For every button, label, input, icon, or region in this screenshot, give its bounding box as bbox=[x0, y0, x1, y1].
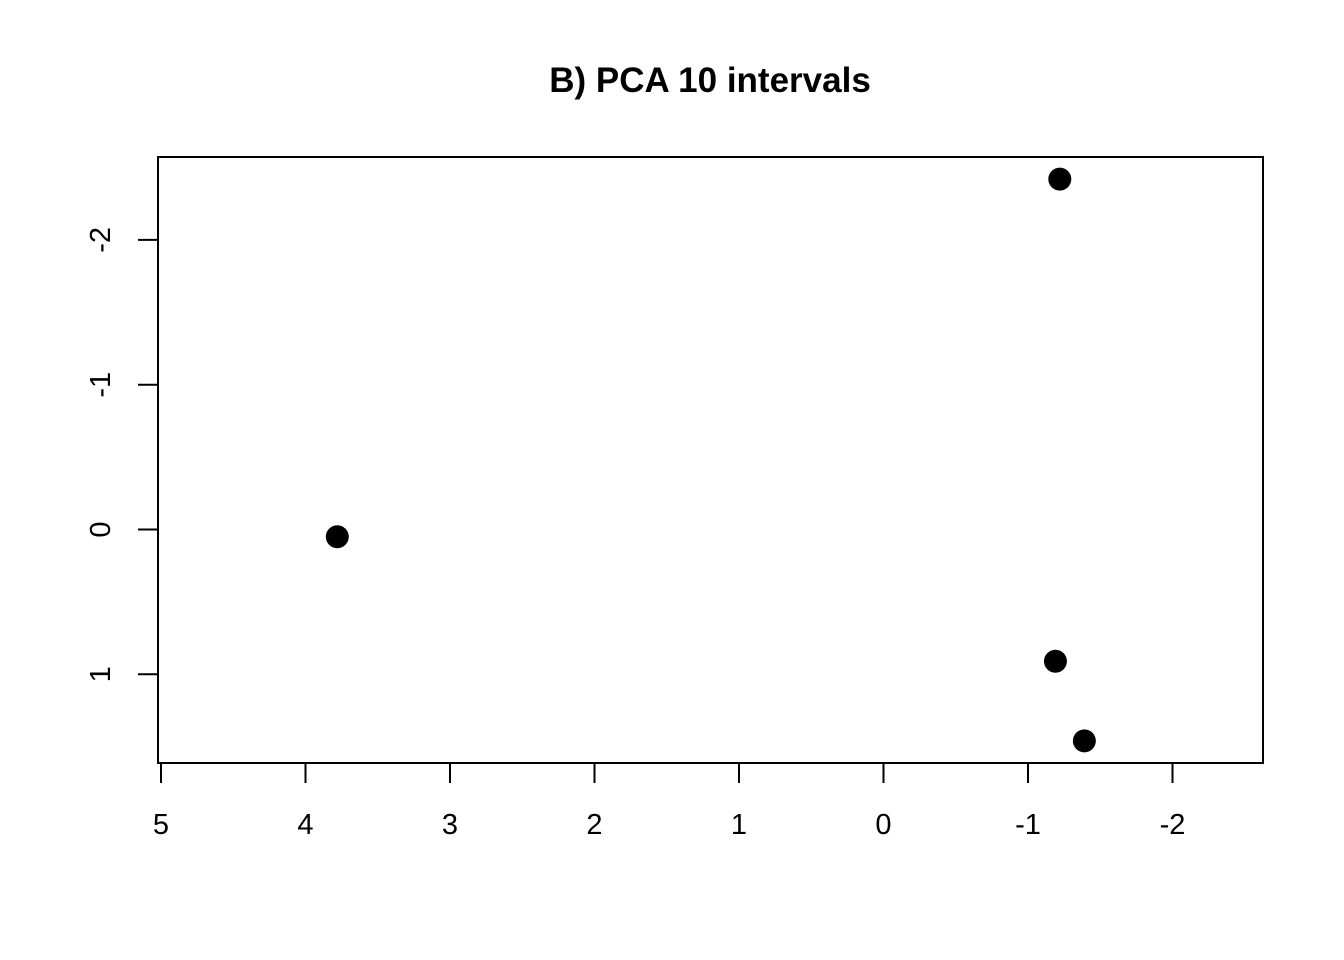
x-tick-label: 1 bbox=[731, 809, 747, 841]
y-tick-label: -2 bbox=[85, 227, 117, 253]
chart-title: B) PCA 10 intervals bbox=[549, 61, 871, 100]
x-tick-label: 0 bbox=[875, 809, 891, 841]
x-axis: 5 4 3 2 1 0 -1 -2 bbox=[153, 762, 1186, 841]
data-points bbox=[325, 167, 1096, 753]
x-tick-label: 3 bbox=[442, 809, 458, 841]
x-tick-label: 5 bbox=[153, 809, 169, 841]
data-point bbox=[325, 525, 349, 549]
x-tick-label: -2 bbox=[1160, 809, 1186, 841]
y-axis: -2 -1 0 1 bbox=[85, 227, 159, 682]
y-tick-label: 0 bbox=[85, 521, 117, 537]
x-tick-label: 2 bbox=[586, 809, 602, 841]
x-tick-label: -1 bbox=[1015, 809, 1041, 841]
data-point bbox=[1048, 167, 1072, 191]
y-tick-label: -1 bbox=[85, 372, 117, 398]
data-point bbox=[1043, 649, 1067, 673]
x-tick-label: 4 bbox=[297, 809, 313, 841]
y-tick-label: 1 bbox=[85, 666, 117, 682]
plot-frame bbox=[157, 156, 1264, 764]
data-point bbox=[1072, 729, 1096, 753]
